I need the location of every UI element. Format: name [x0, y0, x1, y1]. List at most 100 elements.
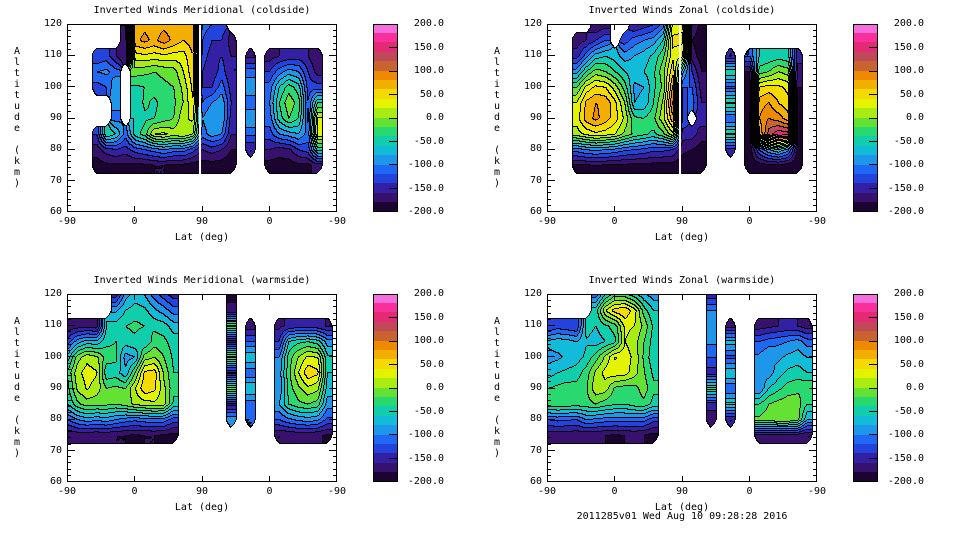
y-tick-label: 110: [43, 319, 62, 331]
colorbar-tick-label: 0.0: [905, 382, 924, 393]
y-tick-label: 60: [529, 206, 542, 217]
colorbar-tick-label: -50.0: [893, 135, 924, 147]
x-axis-label: Lat (deg): [174, 232, 230, 243]
y-tick-label: 100: [43, 80, 62, 92]
x-axis-label: Lat (deg): [654, 232, 710, 243]
colorbar-tick-label: 200.0: [893, 18, 924, 29]
colorbar-tick-label: -150.0: [407, 182, 444, 194]
contour-plot-canvas: [67, 294, 337, 482]
x-tick-label: 0: [746, 216, 753, 227]
y-tick-label: 90: [49, 112, 62, 123]
y-tick-label: 100: [523, 80, 542, 92]
colorbar-tick-label: -200.0: [407, 476, 444, 487]
y-tick-label: 60: [49, 206, 62, 217]
x-tick-label: 0: [266, 486, 273, 497]
contour-plot-canvas: [547, 294, 817, 482]
y-tick-label: 70: [529, 444, 542, 456]
x-axis-label: Lat (deg): [654, 502, 710, 513]
x-tick-label: 90: [195, 486, 209, 497]
colorbar-tick-label: -100.0: [887, 159, 924, 170]
x-tick-label: 0: [131, 486, 138, 497]
y-tick-label: 120: [43, 18, 62, 29]
y-tick-label: 70: [529, 174, 542, 186]
colorbar-tick-label: 150.0: [893, 311, 924, 323]
x-tick-label: 0: [611, 486, 618, 497]
colorbar-tick-label: 100.0: [413, 335, 444, 346]
x-tick-label: 0: [746, 486, 753, 497]
colorbar-tick-label: 50.0: [419, 358, 444, 370]
colorbar-tick-label: 100.0: [893, 335, 924, 346]
y-tick-label: 60: [49, 476, 62, 487]
x-axis-label: Lat (deg): [174, 502, 230, 513]
x-tick-label: -90: [57, 486, 77, 497]
x-tick-label: -90: [327, 486, 347, 497]
y-tick-label: 80: [49, 413, 62, 425]
colorbar-tick-label: -50.0: [893, 405, 924, 417]
y-tick-label: 70: [49, 444, 62, 456]
y-tick-label: 70: [49, 174, 62, 186]
panel-inverted-winds-zonal-warmside: Inverted Winds Zonal (warmside) 120 110 100…: [480, 270, 960, 540]
colorbar-tick-label: -100.0: [407, 429, 444, 440]
colorbar-tick-label: -200.0: [887, 476, 924, 487]
x-tick-label: 90: [675, 486, 689, 497]
colorbar-tick-label: 200.0: [413, 288, 444, 299]
colorbar-tick-label: -100.0: [407, 159, 444, 170]
y-tick-label: 80: [529, 413, 542, 425]
x-tick-label: -90: [327, 216, 347, 227]
contour-plot-canvas: [547, 24, 817, 212]
y-tick-label: 110: [523, 319, 542, 331]
colorbar-canvas: [373, 24, 398, 212]
y-tick-label: 80: [529, 143, 542, 155]
x-tick-label: -90: [537, 216, 557, 227]
panel-title: Inverted Winds Meridional (coldside): [93, 5, 311, 16]
y-tick-label: 80: [49, 143, 62, 155]
colorbar-tick-label: 0.0: [425, 112, 444, 123]
x-tick-label: -90: [57, 216, 77, 227]
y-tick-label: 100: [43, 350, 62, 362]
x-tick-label: -90: [537, 486, 557, 497]
colorbar-tick-label: 50.0: [899, 358, 924, 370]
colorbar-canvas: [853, 294, 878, 482]
colorbar-tick-label: -50.0: [413, 135, 444, 147]
y-tick-label: 110: [43, 49, 62, 61]
colorbar-tick-label: -150.0: [407, 452, 444, 464]
colorbar-tick-label: 150.0: [893, 41, 924, 53]
panel-inverted-winds-meridional-warmside: Inverted Winds Meridional (warmside) 120 1…: [0, 270, 480, 540]
x-tick-label: 90: [195, 216, 209, 227]
colorbar-tick-label: 200.0: [893, 288, 924, 299]
y-tick-label: 90: [529, 382, 542, 393]
colorbar-tick-label: -200.0: [887, 206, 924, 217]
y-tick-label: 120: [523, 18, 542, 29]
x-tick-label: 0: [611, 216, 618, 227]
panel-title: Inverted Winds Zonal (coldside): [588, 5, 776, 16]
colorbar-canvas: [853, 24, 878, 212]
y-tick-label: 100: [523, 350, 542, 362]
colorbar-tick-label: 200.0: [413, 18, 444, 29]
y-tick-label: 90: [529, 112, 542, 123]
colorbar-tick-label: -200.0: [407, 206, 444, 217]
colorbar-tick-label: 150.0: [413, 311, 444, 323]
x-tick-label: 90: [675, 216, 689, 227]
colorbar-tick-label: 0.0: [425, 382, 444, 393]
footer-timestamp: 2011285v01 Wed Aug 10 09:28:28 2016: [576, 511, 788, 522]
panel-title: Inverted Winds Zonal (warmside): [588, 275, 776, 286]
panel-inverted-winds-meridional-coldside: Inverted Winds Meridional (coldside) 120 1…: [0, 0, 480, 270]
y-tick-label: 60: [529, 476, 542, 487]
x-tick-label: 0: [266, 216, 273, 227]
colorbar-tick-label: -100.0: [887, 429, 924, 440]
colorbar-tick-label: -150.0: [887, 182, 924, 194]
colorbar-tick-label: 0.0: [905, 112, 924, 123]
colorbar-tick-label: 100.0: [413, 65, 444, 76]
x-tick-label: -90: [807, 216, 827, 227]
colorbar-tick-label: 50.0: [419, 88, 444, 100]
colorbar-tick-label: 100.0: [893, 65, 924, 76]
colorbar-tick-label: -150.0: [887, 452, 924, 464]
colorbar-canvas: [373, 294, 398, 482]
x-tick-label: 0: [131, 216, 138, 227]
colorbar-tick-label: 150.0: [413, 41, 444, 53]
